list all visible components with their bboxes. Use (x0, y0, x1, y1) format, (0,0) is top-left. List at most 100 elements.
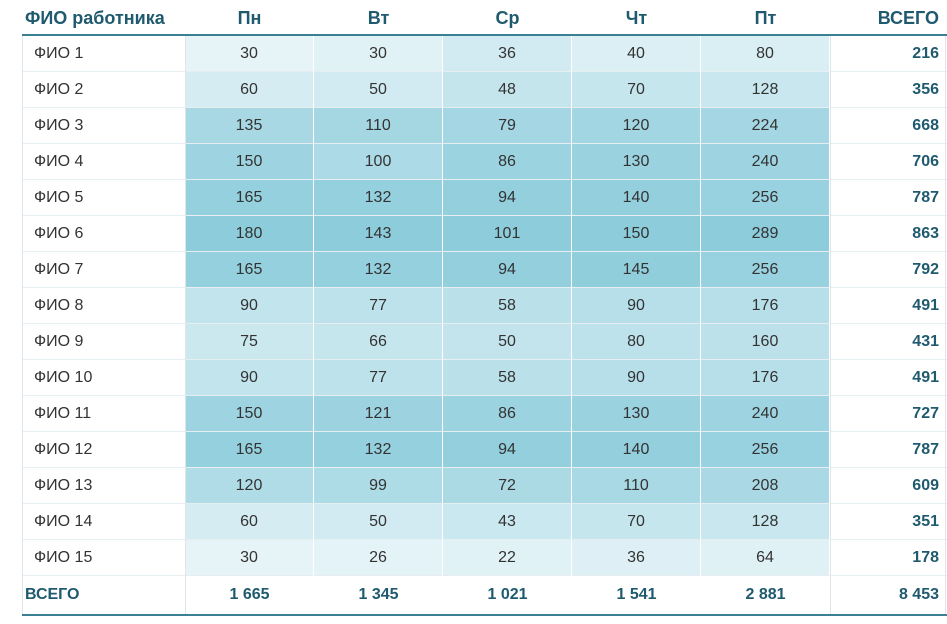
column-line (830, 36, 831, 614)
footer-cell: 1 345 (358, 586, 399, 603)
value-cell: 86 (443, 396, 572, 432)
value-cell: 240 (701, 144, 830, 180)
total-cell: 178 (830, 540, 947, 576)
value-cell: 43 (443, 504, 572, 540)
value-cell: 80 (701, 36, 830, 72)
value-cell: 240 (701, 396, 830, 432)
total-cell: 609 (830, 468, 947, 504)
value-cell: 176 (701, 360, 830, 396)
value-cell: 58 (443, 360, 572, 396)
value-cell: 90 (185, 360, 314, 396)
total-cell: 216 (830, 36, 947, 72)
value-cell: 165 (185, 252, 314, 288)
value-cell: 72 (443, 468, 572, 504)
column-line (945, 36, 946, 614)
value-cell: 256 (701, 432, 830, 468)
value-cell: 150 (185, 396, 314, 432)
name-cell: ФИО 2 (22, 72, 185, 108)
value-cell: 22 (443, 540, 572, 576)
footer-cell: 2 881 (745, 586, 786, 603)
value-cell: 132 (314, 432, 443, 468)
value-cell: 36 (443, 36, 572, 72)
value-cell: 289 (701, 216, 830, 252)
total-cell: 787 (830, 180, 947, 216)
footer-cell: 8 453 (898, 586, 939, 603)
value-cell: 50 (314, 504, 443, 540)
value-cell: 94 (443, 180, 572, 216)
value-cell: 60 (185, 504, 314, 540)
name-cell: ФИО 11 (22, 396, 185, 432)
value-cell: 90 (185, 288, 314, 324)
header-cell: Вт (367, 7, 390, 28)
value-cell: 94 (443, 252, 572, 288)
value-cell: 132 (314, 180, 443, 216)
total-cell: 491 (830, 288, 947, 324)
name-cell: ФИО 15 (22, 540, 185, 576)
value-cell: 180 (185, 216, 314, 252)
value-cell: 110 (572, 468, 701, 504)
value-cell: 79 (443, 108, 572, 144)
value-cell: 165 (185, 180, 314, 216)
value-cell: 121 (314, 396, 443, 432)
value-cell: 70 (572, 504, 701, 540)
name-cell: ФИО 4 (22, 144, 185, 180)
value-cell: 90 (572, 288, 701, 324)
total-cell: 792 (830, 252, 947, 288)
value-cell: 70 (572, 72, 701, 108)
value-cell: 64 (701, 540, 830, 576)
name-cell: ФИО 9 (22, 324, 185, 360)
total-cell: 668 (830, 108, 947, 144)
column-line (185, 36, 186, 614)
value-cell: 140 (572, 180, 701, 216)
header-cell: Пн (237, 7, 262, 28)
bottom-line (22, 614, 947, 616)
value-cell: 60 (185, 72, 314, 108)
total-cell: 787 (830, 432, 947, 468)
value-cell: 66 (314, 324, 443, 360)
value-cell: 165 (185, 432, 314, 468)
name-cell: ФИО 10 (22, 360, 185, 396)
value-cell: 120 (572, 108, 701, 144)
header-cell: Ср (495, 7, 520, 28)
name-cell: ФИО 7 (22, 252, 185, 288)
total-cell: 491 (830, 360, 947, 396)
value-cell: 208 (701, 468, 830, 504)
value-cell: 128 (701, 72, 830, 108)
name-cell: ФИО 14 (22, 504, 185, 540)
value-cell: 30 (185, 540, 314, 576)
value-cell: 40 (572, 36, 701, 72)
value-cell: 135 (185, 108, 314, 144)
value-cell: 132 (314, 252, 443, 288)
value-cell: 256 (701, 180, 830, 216)
value-cell: 256 (701, 252, 830, 288)
value-cell: 36 (572, 540, 701, 576)
value-cell: 101 (443, 216, 572, 252)
value-cell: 90 (572, 360, 701, 396)
header-cell: ФИО работника (25, 7, 165, 28)
name-cell: ФИО 8 (22, 288, 185, 324)
value-cell: 99 (314, 468, 443, 504)
value-cell: 150 (572, 216, 701, 252)
value-cell: 130 (572, 144, 701, 180)
footer-cell: 1 665 (229, 586, 270, 603)
value-cell: 130 (572, 396, 701, 432)
name-cell: ФИО 3 (22, 108, 185, 144)
header-cell: ВСЕГО (877, 7, 939, 28)
value-cell: 224 (701, 108, 830, 144)
value-cell: 30 (185, 36, 314, 72)
value-cell: 150 (185, 144, 314, 180)
value-cell: 77 (314, 360, 443, 396)
value-cell: 86 (443, 144, 572, 180)
total-cell: 727 (830, 396, 947, 432)
header-cell: Чт (625, 7, 648, 28)
total-cell: 431 (830, 324, 947, 360)
header-cell: Пт (754, 7, 777, 28)
footer-cell: 1 541 (616, 586, 657, 603)
value-cell: 143 (314, 216, 443, 252)
value-cell: 58 (443, 288, 572, 324)
value-cell: 75 (185, 324, 314, 360)
name-cell: ФИО 13 (22, 468, 185, 504)
value-cell: 128 (701, 504, 830, 540)
value-cell: 145 (572, 252, 701, 288)
